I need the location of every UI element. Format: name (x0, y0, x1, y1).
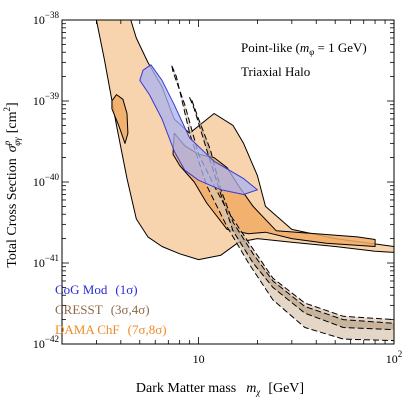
legend-cog-mod: CoG Mod (1σ) (55, 282, 138, 297)
legend-cresst-detail: (3σ,4σ) (111, 302, 150, 317)
legend-dama-detail: (7σ,8σ) (128, 322, 167, 337)
x-tick-label-0: 10 (193, 352, 205, 366)
y-tick-label-3: 10−41 (33, 253, 59, 270)
x-axis-title: Dark Matter mass mχ [GeV] (136, 381, 304, 397)
region-dama-chf-2 (111, 94, 129, 144)
region-cog-mod-5 (139, 64, 258, 195)
y-axis-title: Total Cross Sectionσpφγ[cm2] (2, 102, 22, 267)
y-tick-label-4: 10−42 (33, 334, 59, 351)
y-tick-label-1: 10−39 (33, 91, 60, 108)
legend-dama-name: DAMA ChF (55, 322, 120, 337)
legend-dama: DAMA ChF (7σ,8σ) (55, 322, 167, 337)
y-tick-label-0: 10−38 (33, 10, 60, 27)
annotation-halo: Triaxial Halo (241, 64, 310, 79)
legend-cog-mod-name: CoG Mod (55, 282, 108, 297)
axis-ticks: 10 102 10−38 10−39 10−40 10−41 10−42 (33, 10, 402, 366)
plot-regions (95, 20, 394, 342)
x-tick-label-1: 102 (386, 349, 403, 366)
legend-cresst-name: CRESST (55, 302, 103, 317)
legend-cresst: CRESST (3σ,4σ) (55, 302, 150, 317)
legend-cog-mod-detail: (1σ) (115, 282, 137, 297)
annotation-model: Point-like (mφ = 1 GeV) (241, 40, 367, 57)
y-tick-label-2: 10−40 (33, 172, 60, 189)
